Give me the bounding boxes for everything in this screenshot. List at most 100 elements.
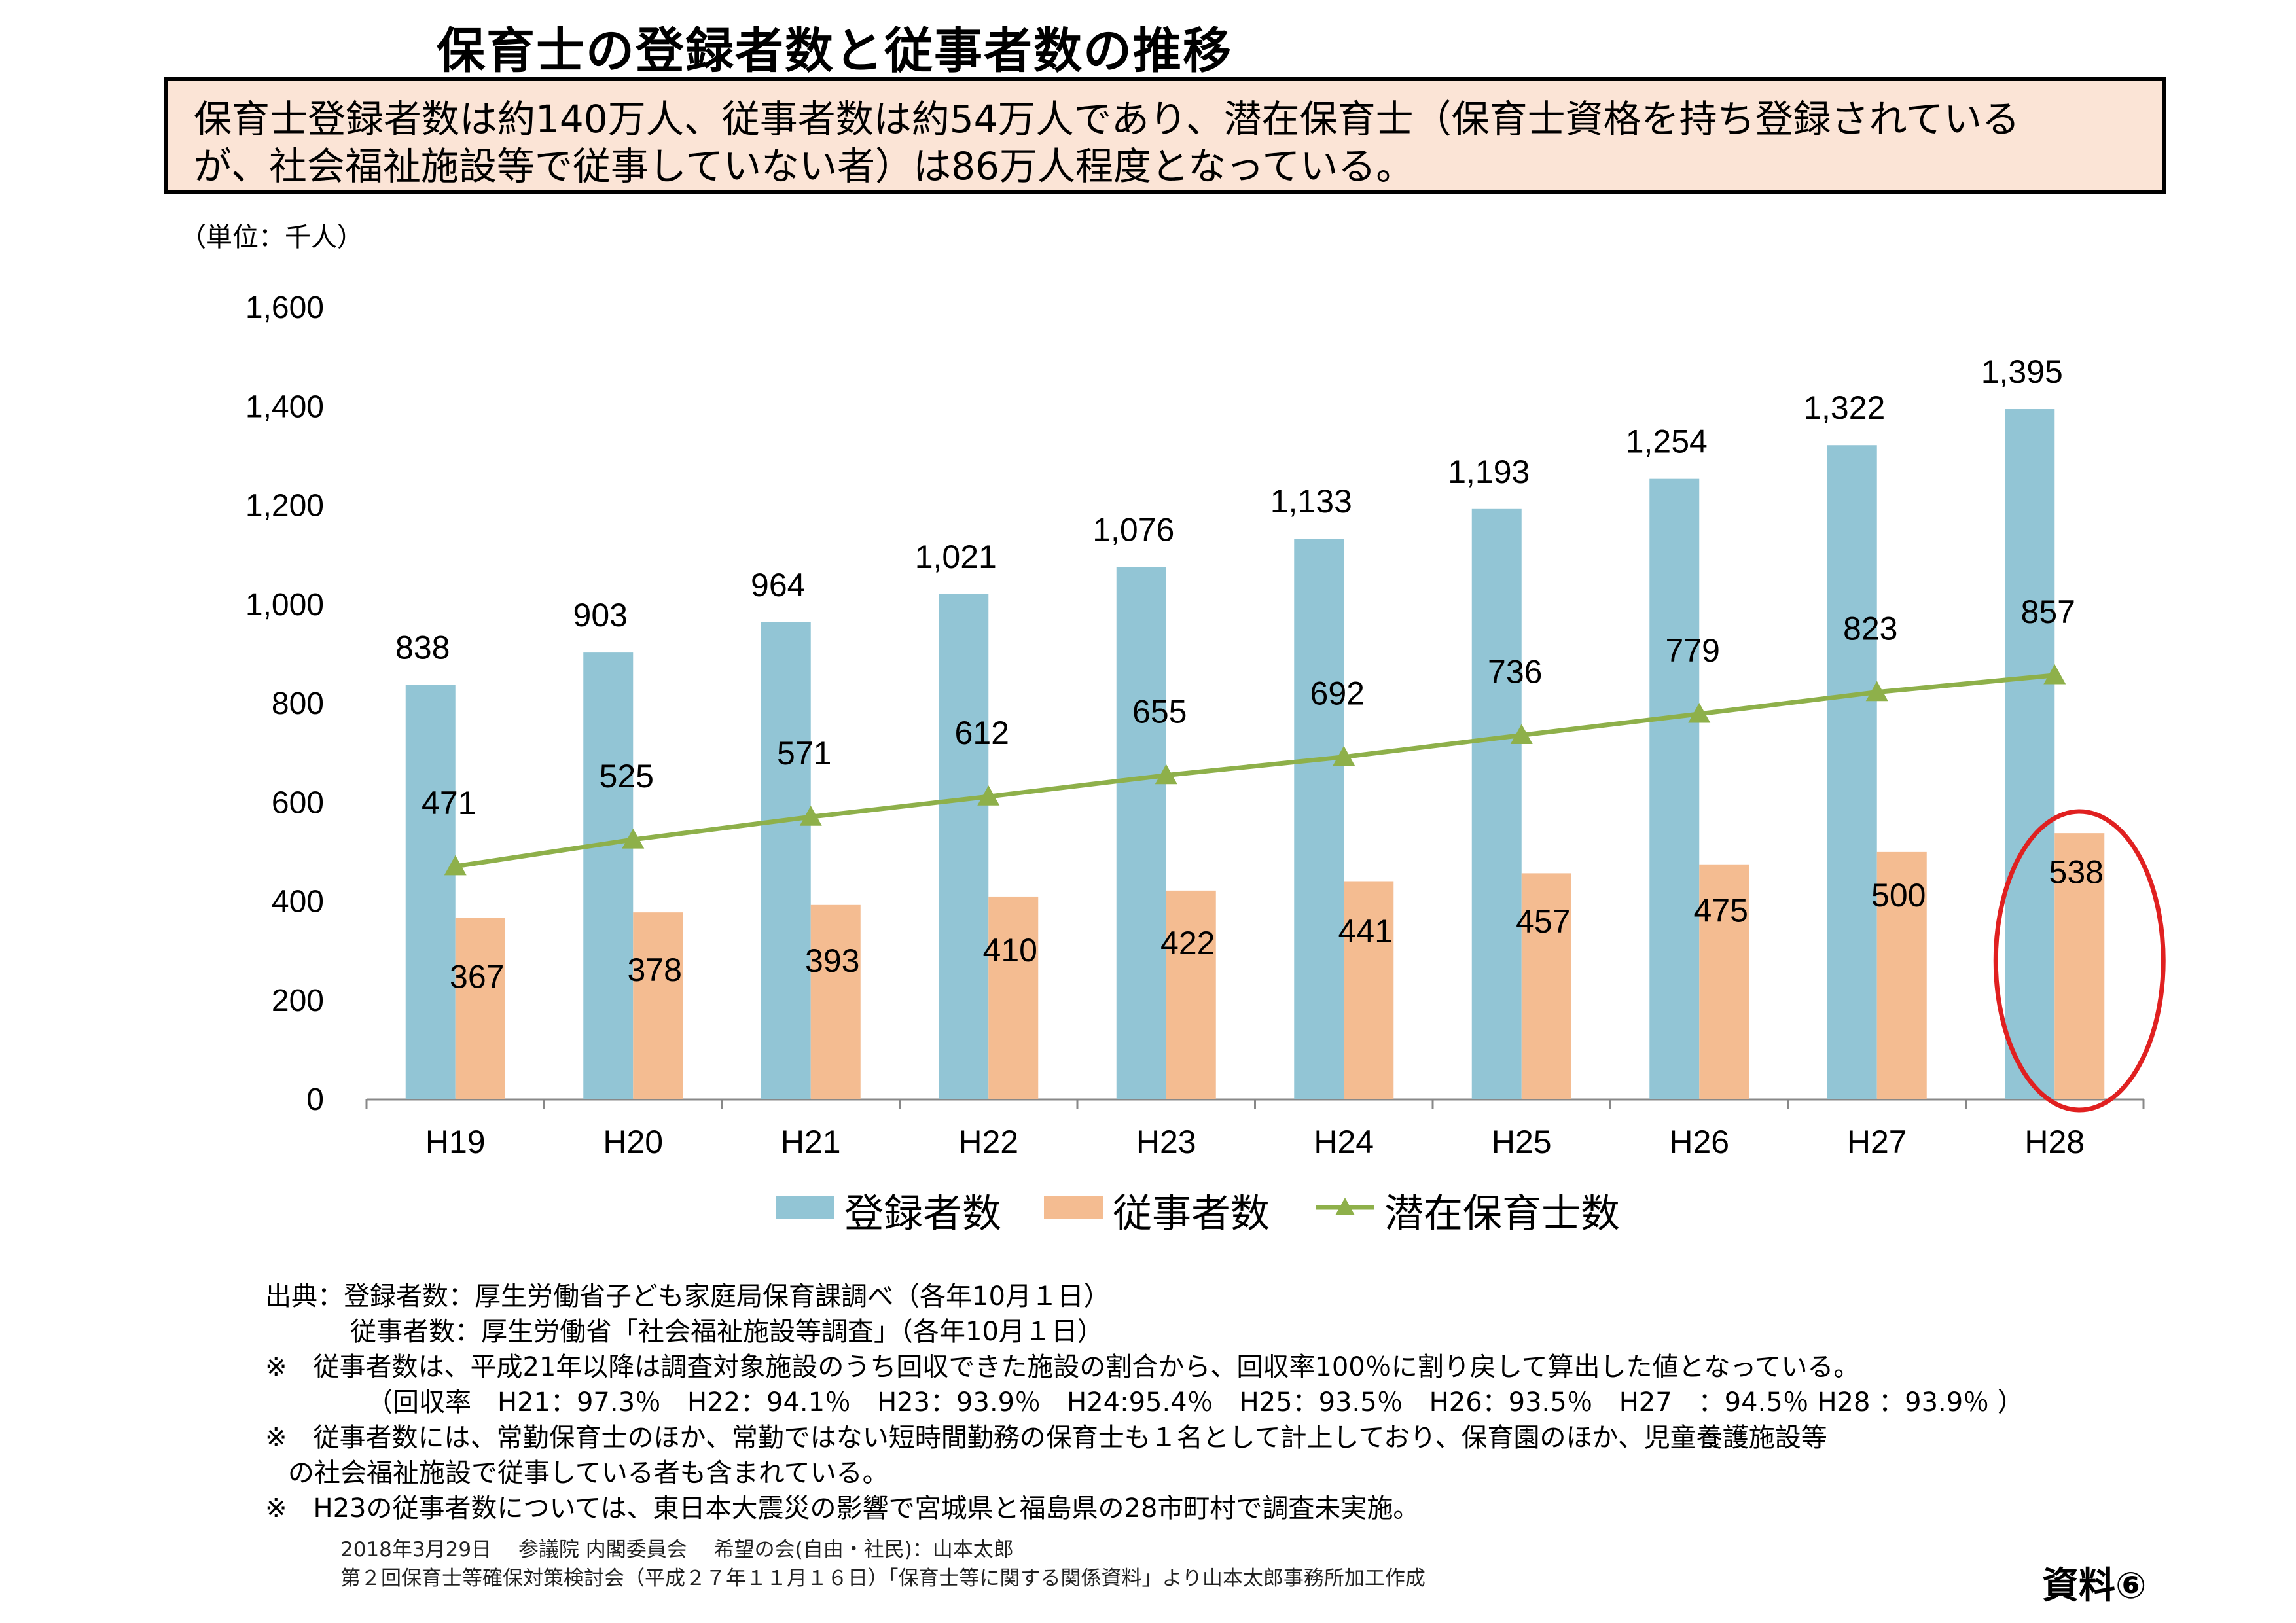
data-label-registered: 1,322 bbox=[1803, 389, 1885, 426]
data-label-latent: 823 bbox=[1843, 611, 1897, 647]
highlight bbox=[1993, 809, 2166, 1113]
summary-line-1: 保育士登録者数は約140万人、従事者数は約54万人であり、潜在保育士（保育士資格… bbox=[194, 97, 2020, 141]
marker-latent bbox=[1865, 681, 1888, 702]
data-label-registered: 1,133 bbox=[1270, 483, 1352, 520]
data-label-registered: 1,076 bbox=[1092, 511, 1174, 548]
bar-employed bbox=[1344, 881, 1394, 1099]
marker-latent bbox=[799, 806, 822, 826]
data-label-latent: 655 bbox=[1132, 694, 1187, 730]
document-label: 資料⑥ bbox=[2042, 1565, 2147, 1607]
y-tick-label: 200 bbox=[272, 984, 324, 1018]
data-label-registered: 1,254 bbox=[1626, 423, 1708, 460]
x-tick-label: H19 bbox=[425, 1124, 486, 1160]
data-label-employed: 393 bbox=[805, 942, 859, 979]
data-label-latent: 779 bbox=[1666, 632, 1720, 669]
chart: 0 200 400 600 800 1,000 1,200 1,400 1,600 H19 H20… bbox=[245, 291, 2166, 1236]
data-label-employed: 475 bbox=[1694, 892, 1748, 929]
y-tick-label: 600 bbox=[272, 785, 324, 820]
data-label-registered: 838 bbox=[395, 629, 450, 666]
data-label-registered: 964 bbox=[751, 567, 805, 603]
note-h23: ※ H23の従事者数については、東日本大震災の影響で宮城県と福島県の28市町村で… bbox=[265, 1493, 1420, 1524]
x-tick-label: H24 bbox=[1314, 1124, 1374, 1160]
bar-registered bbox=[1116, 567, 1166, 1099]
marker-latent bbox=[1333, 745, 1355, 766]
y-tick-label: 1,000 bbox=[245, 588, 324, 622]
data-label-latent: 525 bbox=[600, 758, 654, 794]
note-source-registered: 出典：登録者数：厚生労働省子ども家庭局保育課調べ（各年10月１日） bbox=[265, 1281, 1110, 1311]
x-tick-label: H20 bbox=[603, 1124, 663, 1160]
marker-latent bbox=[977, 785, 1000, 806]
x-tick-label: H23 bbox=[1136, 1124, 1196, 1160]
marker-latent bbox=[444, 855, 467, 876]
bar-registered bbox=[583, 652, 634, 1099]
legend-marker bbox=[1335, 1198, 1355, 1215]
bar-employed bbox=[2054, 833, 2105, 1099]
x-tick-label: H25 bbox=[1492, 1124, 1552, 1160]
legend-label: 従事者数 bbox=[1113, 1192, 1270, 1236]
data-label-latent: 857 bbox=[2021, 594, 2075, 630]
bar-registered bbox=[1649, 478, 1700, 1099]
marker-latent bbox=[2043, 664, 2066, 685]
summary-line-2: が、社会福祉施設等で従事していない者）は86万人程度となっている。 bbox=[194, 144, 1414, 188]
bar-registered bbox=[1471, 508, 1522, 1099]
line-latent bbox=[455, 673, 2055, 869]
data-label-registered: 1,395 bbox=[1981, 353, 2063, 390]
highlight-circle bbox=[1993, 809, 2166, 1113]
x-tick-label: H26 bbox=[1669, 1124, 1729, 1160]
footer-line-1: 2018年3月29日 参議院 内閣委員会 希望の会(自由・社民)：山本太郎 bbox=[340, 1538, 1014, 1561]
data-label-employed: 422 bbox=[1160, 925, 1215, 961]
y-tick-label: 1,600 bbox=[245, 291, 324, 325]
marker-latent bbox=[1688, 702, 1711, 723]
x-tick-label: H22 bbox=[958, 1124, 1018, 1160]
data-label-latent: 692 bbox=[1310, 675, 1365, 712]
x-tick-label: H27 bbox=[1847, 1124, 1907, 1160]
data-label-employed: 500 bbox=[1871, 877, 1926, 914]
bar-employed bbox=[633, 912, 683, 1099]
y-tick-label: 1,200 bbox=[245, 489, 324, 524]
footer-line-2: 第２回保育士等確保対策検討会（平成２７年１１月１６日）「保育士等に関する関係資料… bbox=[340, 1567, 1426, 1590]
x-tick-label: H21 bbox=[781, 1124, 841, 1160]
data-label-registered: 1,021 bbox=[915, 539, 997, 575]
page-title: 保育士の登録者数と従事者数の推移 bbox=[437, 23, 1232, 79]
data-label-employed: 410 bbox=[983, 932, 1037, 969]
data-label-registered: 903 bbox=[573, 597, 628, 633]
data-label-registered: 1,193 bbox=[1448, 454, 1530, 490]
data-label-employed: 538 bbox=[2049, 853, 2104, 890]
bar-registered bbox=[1827, 445, 1877, 1099]
summary-box: 保育士登録者数は約140万人、従事者数は約54万人であり、潜在保育士（保育士資格… bbox=[164, 77, 2166, 194]
bar-registered bbox=[405, 685, 456, 1099]
data-labels: 838 903 964 1,021 1,076 1,133 1,193 1,254 1,322 1… bbox=[395, 353, 2104, 995]
y-tick-label: 800 bbox=[272, 687, 324, 721]
note-source-employed: 従事者数：厚生労働省「社会福祉施設等調査」（各年10月１日） bbox=[350, 1317, 1103, 1347]
line-series bbox=[444, 664, 2066, 876]
data-label-latent: 612 bbox=[955, 715, 1009, 751]
unit-label: （単位：千人） bbox=[180, 223, 363, 253]
legend: 登録者数 従事者数 潜在保育士数 bbox=[776, 1192, 1620, 1236]
note-scope-cont: の社会福祉施設で従事している者も含まれている。 bbox=[288, 1458, 889, 1488]
x-axis: H19 H20 H21 H22 H23 H24 H25 H26 H27 H28 bbox=[365, 1098, 2145, 1160]
bars bbox=[405, 409, 2105, 1099]
marker-latent bbox=[622, 828, 645, 849]
data-label-employed: 378 bbox=[628, 952, 682, 988]
data-label-employed: 367 bbox=[450, 958, 504, 995]
bar-employed bbox=[1166, 890, 1216, 1099]
bar-employed bbox=[1876, 851, 1927, 1099]
x-tick-label: H28 bbox=[2024, 1124, 2085, 1160]
y-tick-label: 0 bbox=[306, 1082, 324, 1117]
note-recovery: ※ 従事者数は、平成21年以降は調査対象施設のうち回収できた施設の割合から、回収… bbox=[265, 1352, 1860, 1382]
bar-employed bbox=[1521, 873, 1571, 1099]
bar-registered bbox=[761, 622, 811, 1099]
note-scope: ※ 従事者数には、常勤保育士のほか、常勤ではない短時間勤務の保育士も１名として計… bbox=[265, 1423, 1827, 1453]
bar-employed bbox=[455, 918, 505, 1099]
bar-registered bbox=[2005, 409, 2055, 1099]
bar-employed bbox=[810, 904, 861, 1099]
legend-label: 潜在保育士数 bbox=[1384, 1192, 1620, 1236]
bar-registered bbox=[1294, 539, 1344, 1099]
marker-latent bbox=[1155, 764, 1177, 785]
y-axis: 0 200 400 600 800 1,000 1,200 1,400 1,600 bbox=[245, 291, 324, 1117]
legend-label: 登録者数 bbox=[844, 1192, 1001, 1236]
note-recovery-rates: （回収率 H21：97.3％ H22：94.1％ H23：93.9％ H24:9… bbox=[367, 1387, 2024, 1418]
y-tick-label: 400 bbox=[272, 885, 324, 919]
legend-swatch bbox=[1044, 1196, 1103, 1219]
data-label-employed: 457 bbox=[1516, 903, 1570, 940]
